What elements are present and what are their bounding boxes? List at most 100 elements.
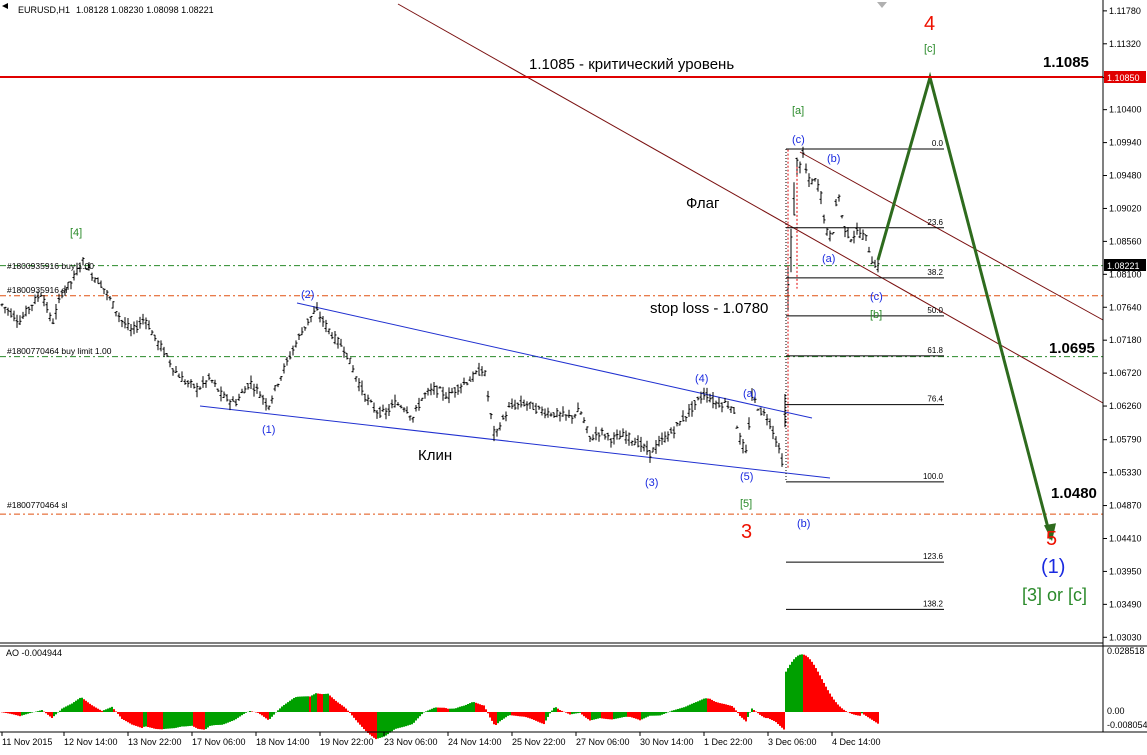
price-candles [0, 146, 880, 468]
wedge-lines [199, 302, 831, 479]
time-tick-label: 17 Nov 06:00 [192, 737, 246, 747]
price-tick-label: 1.09940 [1109, 138, 1142, 148]
ao-histogram [1, 654, 879, 740]
forecast-arrowhead-icon [1044, 523, 1056, 542]
time-tick-label: 30 Nov 14:00 [640, 737, 694, 747]
time-tick-label: 25 Nov 22:00 [512, 737, 566, 747]
price-tick-label: 1.08100 [1109, 269, 1142, 279]
wave-label-1-big: (1) [1041, 556, 1065, 578]
fib-level-label: 138.2 [923, 599, 944, 608]
collapse-arrow-icon[interactable] [2, 3, 8, 9]
fib-level-label: 76.4 [927, 395, 943, 404]
wave-label-5: (5) [740, 471, 753, 483]
price-tick-label: 1.03950 [1109, 566, 1142, 576]
wave-label-alt: [3] or [c] [1022, 585, 1087, 605]
wave-label-b-green: [b] [870, 309, 882, 321]
wave-label-4: (4) [695, 373, 708, 385]
price-tick-label: 1.10400 [1109, 105, 1142, 115]
wave-label-4-green: [4] [70, 227, 82, 239]
wave-label-3-red: 3 [741, 521, 752, 543]
wave-label-a-green: [a] [792, 105, 804, 117]
current-price-label: 1.08221 [1107, 261, 1140, 271]
price-tick-label: 1.07180 [1109, 335, 1142, 345]
order-label-buy-limit: #1800770464 buy limit 1.00 [7, 346, 112, 356]
ohlc-values: 1.08128 1.08230 1.08098 1.08221 [76, 5, 214, 15]
fib-level-label: 38.2 [927, 268, 943, 277]
order-lines [0, 265, 1103, 515]
wave-label-b-top: (b) [827, 153, 840, 165]
order-label-buy: #1800935916 buy 1.00 [7, 261, 94, 271]
time-tick-label: 4 Dec 14:00 [832, 737, 881, 747]
fibonacci-levels: 0.0 23.6 38.2 50.0 61.8 76.4 100.0 123.6 138.2 [785, 139, 944, 610]
wedge-lower-line[interactable] [199, 405, 831, 479]
wave-label-3: (3) [645, 477, 658, 489]
price-callout-0695: 1.0695 [1049, 340, 1095, 357]
wave-label-c-green: [c] [924, 43, 936, 55]
flag-channel-lower[interactable] [397, 3, 1104, 404]
fib-level-label: 23.6 [927, 218, 943, 227]
fib-level-label: 0.0 [932, 139, 944, 148]
price-tick-label: 1.03490 [1109, 599, 1142, 609]
order-label-limit-sl: #1800770464 sl [7, 500, 68, 510]
time-tick-label: 27 Nov 06:00 [576, 737, 630, 747]
fib-level-label: 100.0 [923, 472, 944, 481]
price-tick-label: 1.08560 [1109, 236, 1142, 246]
flag-annotation: Флаг [686, 195, 720, 212]
time-tick-label: 13 Nov 22:00 [128, 737, 182, 747]
fib-level-label: 61.8 [927, 346, 943, 355]
price-tick-label: 1.11780 [1109, 6, 1141, 16]
price-tick-label: 1.06260 [1109, 401, 1142, 411]
wave-label-b-low: (b) [797, 518, 810, 530]
time-tick-label: 11 Nov 2015 [2, 737, 52, 747]
price-callout-0480: 1.0480 [1051, 485, 1097, 502]
ao-tick-top: 0.028518 [1107, 646, 1145, 656]
fib-level-label: 123.6 [923, 552, 944, 561]
price-tick-label: 1.05330 [1109, 468, 1142, 478]
chart-shift-marker-icon[interactable] [877, 2, 887, 8]
price-tick-label: 1.03030 [1109, 632, 1142, 642]
current-price-tag [1104, 259, 1146, 271]
wave-label-c-low: (c) [870, 291, 883, 303]
wave-label-4-red: 4 [924, 13, 935, 35]
price-axis: 1.11780 1.11320 1.10850 1.10400 1.09940 1.094… [1102, 0, 1142, 646]
flag-channel-upper[interactable] [799, 151, 1104, 321]
time-tick-label: 24 Nov 14:00 [448, 737, 502, 747]
price-tick-label: 1.04410 [1109, 533, 1142, 543]
order-label-sl: #1800935916 sl [7, 285, 68, 295]
time-tick-label: 3 Dec 06:00 [768, 737, 817, 747]
wedge-annotation: Клин [418, 447, 452, 464]
symbol-label: EURUSD,H1 [18, 5, 70, 15]
price-tick-label: 1.04870 [1109, 501, 1142, 511]
wave-label-5-green: [5] [740, 498, 752, 510]
wave-label-1: (1) [262, 424, 275, 436]
critical-price-tag [1104, 71, 1146, 83]
time-tick-label: 12 Nov 14:00 [64, 737, 118, 747]
time-axis: 11 Nov 2015 12 Nov 14:00 13 Nov 22:00 17 No… [1, 732, 881, 747]
stop-loss-annotation: stop loss - 1.0780 [650, 300, 768, 317]
ao-label: AO -0.004944 [6, 648, 62, 658]
price-tick-label: 1.11320 [1109, 39, 1141, 49]
critical-price-label: 1.10850 [1107, 73, 1140, 83]
time-tick-label: 18 Nov 14:00 [256, 737, 310, 747]
price-tick-label: 1.06720 [1109, 368, 1142, 378]
price-tick-label: 1.05790 [1109, 435, 1142, 445]
price-tick-label: 1.09480 [1109, 171, 1142, 181]
wave-label-a-right: (a) [743, 388, 756, 400]
fib-level-label: 50.0 [927, 306, 943, 315]
wave-label-2: (2) [301, 289, 314, 301]
wave-label-5-red: 5 [1046, 528, 1057, 550]
price-callout-1085: 1.1085 [1043, 54, 1089, 71]
wave-label-c-top: (c) [792, 134, 805, 146]
time-tick-label: 23 Nov 06:00 [384, 737, 438, 747]
time-tick-label: 1 Dec 22:00 [704, 737, 753, 747]
wave-label-a-mid: (a) [822, 253, 835, 265]
critical-level-annotation: 1.1085 - критический уровень [529, 56, 734, 73]
price-tick-label: 1.07640 [1109, 302, 1142, 312]
flag-channel [397, 3, 1104, 404]
ao-tick-bottom: -0.008054 [1107, 720, 1147, 730]
price-tick-label: 1.09020 [1109, 203, 1142, 213]
ao-tick-zero: 0.00 [1107, 706, 1125, 716]
wedge-upper-line[interactable] [296, 302, 813, 419]
time-tick-label: 19 Nov 22:00 [320, 737, 374, 747]
